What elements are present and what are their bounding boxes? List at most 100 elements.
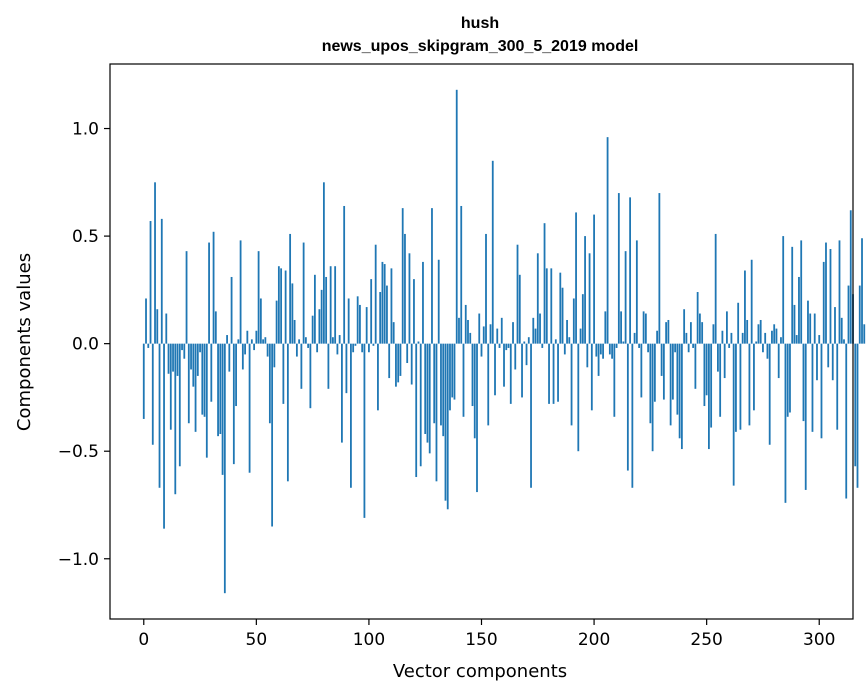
bar xyxy=(160,218,163,344)
bar xyxy=(746,319,749,344)
bar xyxy=(431,208,433,344)
bar xyxy=(728,343,731,348)
bar xyxy=(467,319,469,344)
bar xyxy=(735,343,737,432)
bar xyxy=(532,317,535,344)
bar xyxy=(503,343,505,387)
bar xyxy=(347,298,350,344)
bar xyxy=(244,343,246,355)
bar xyxy=(329,266,332,344)
bar xyxy=(712,324,715,344)
bar xyxy=(291,283,294,344)
x-tick-label: 100 xyxy=(353,630,385,650)
bar xyxy=(194,343,197,432)
bar xyxy=(257,251,260,344)
bar xyxy=(647,343,650,353)
bar xyxy=(307,343,310,348)
bar xyxy=(660,343,663,376)
bar xyxy=(437,259,440,344)
bar xyxy=(825,242,827,344)
bar xyxy=(649,343,652,424)
y-tick-label: 0.5 xyxy=(72,227,99,247)
bar xyxy=(602,343,604,359)
bar xyxy=(363,343,366,518)
bar xyxy=(365,307,368,344)
bar xyxy=(586,343,589,368)
bar xyxy=(534,328,537,344)
bar xyxy=(158,343,161,488)
bar xyxy=(771,330,773,344)
bar xyxy=(304,337,307,344)
bar xyxy=(802,343,805,422)
bar xyxy=(737,302,740,344)
bar xyxy=(154,182,156,344)
bar xyxy=(827,343,830,368)
bar xyxy=(512,322,514,344)
bar xyxy=(581,294,584,344)
bar xyxy=(703,343,706,407)
bar xyxy=(559,272,562,344)
bar xyxy=(219,343,222,434)
bar xyxy=(599,343,602,355)
bar xyxy=(633,332,636,344)
bar xyxy=(831,343,834,381)
bar xyxy=(584,236,586,344)
bar xyxy=(784,343,787,503)
bar xyxy=(521,343,523,398)
bar xyxy=(190,343,192,370)
bar xyxy=(199,343,201,353)
bar xyxy=(295,343,298,357)
bar xyxy=(478,313,481,344)
y-axis-label: Components values xyxy=(14,253,35,431)
bar xyxy=(440,343,442,426)
bar xyxy=(482,326,485,344)
bar xyxy=(264,337,267,344)
bar xyxy=(620,311,622,344)
bar xyxy=(487,343,490,426)
bar xyxy=(548,343,550,404)
bar xyxy=(343,205,346,344)
bar xyxy=(543,223,546,344)
bar xyxy=(730,332,733,344)
bar xyxy=(298,339,301,344)
bar xyxy=(480,343,483,357)
bar xyxy=(167,343,170,374)
bar xyxy=(593,214,595,344)
bar xyxy=(753,343,755,411)
bar xyxy=(381,261,384,344)
bar xyxy=(453,343,456,400)
bar xyxy=(606,137,609,344)
x-axis-ticks: 0 50 100 150 200 250 300 xyxy=(138,619,835,650)
bar xyxy=(807,300,809,344)
bar xyxy=(674,343,677,353)
bar xyxy=(192,343,195,387)
bar xyxy=(816,343,818,381)
bar xyxy=(221,343,224,475)
bar xyxy=(372,343,375,346)
bar xyxy=(588,253,591,344)
bar xyxy=(766,343,769,359)
bar xyxy=(780,337,782,344)
bar xyxy=(280,268,283,344)
bar xyxy=(433,343,436,424)
bar xyxy=(176,343,179,376)
bar xyxy=(530,343,532,488)
bar xyxy=(390,268,393,344)
bar xyxy=(662,343,665,400)
y-tick-label: 0.0 xyxy=(72,335,99,355)
bar xyxy=(739,343,742,430)
bar xyxy=(489,324,492,344)
bar xyxy=(165,313,168,344)
bar xyxy=(622,341,625,344)
x-tick-label: 50 xyxy=(246,630,268,650)
bar xyxy=(444,343,447,501)
chart-title: hush xyxy=(461,15,499,32)
bar xyxy=(359,304,361,344)
bar xyxy=(379,292,382,344)
bar xyxy=(311,315,314,344)
bar xyxy=(629,197,631,344)
bar xyxy=(163,343,165,529)
bar xyxy=(151,343,154,445)
bar xyxy=(762,343,764,353)
bar xyxy=(156,309,159,344)
